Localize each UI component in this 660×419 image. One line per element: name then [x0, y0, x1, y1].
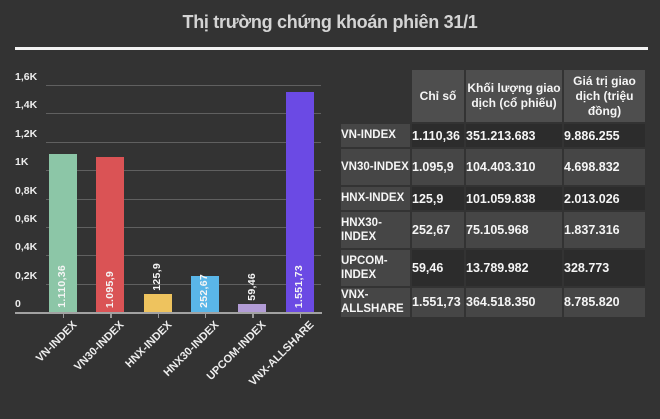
x-axis-tick — [252, 314, 254, 318]
gridline — [46, 255, 321, 257]
data-cell: 8.785.820 — [564, 288, 645, 317]
gridline — [46, 85, 321, 86]
y-axis-tick-label: 1K — [15, 156, 29, 169]
data-cell: 125,9 — [412, 187, 464, 210]
x-axis-tick — [62, 314, 65, 318]
table-row: HNX-INDEX 125,9 101.059.838 2.013.026 — [341, 187, 645, 210]
gridline — [46, 170, 321, 172]
data-cell: 1.837.316 — [564, 212, 645, 248]
data-cell: 2.013.026 — [564, 187, 645, 210]
column-header: Giá trị giao dịch (triệu đồng) — [564, 70, 645, 122]
x-axis-category-label: HNX30-INDEX — [161, 319, 222, 379]
bar-VNX-ALLSHARE — [285, 91, 314, 312]
data-cell: 9.886.255 — [564, 124, 645, 147]
bar-VN-INDEX — [48, 154, 77, 312]
row-label: VNX-ALLSHARE — [341, 288, 410, 317]
data-cell: 104.403.310 — [466, 149, 562, 185]
y-axis-tick-label: 0,8K — [15, 184, 38, 197]
data-cell: 252,67 — [412, 212, 464, 248]
gridline — [46, 226, 321, 228]
data-cell: 364.518.350 — [466, 288, 562, 317]
y-axis-tick-label: 1,4K — [15, 99, 38, 112]
table-body: VN-INDEX 1.110,36 351.213.683 9.886.255 VN30… — [341, 124, 645, 317]
bar-value-label: 1.110,36 — [56, 265, 69, 308]
y-axis-tick-label: 0,2K — [15, 269, 38, 282]
table-row: UPCOM-INDEX 59,46 13.789.982 328.773 — [341, 250, 645, 286]
data-cell: 59,46 — [412, 250, 464, 286]
data-cell: 351.213.683 — [466, 124, 562, 147]
gridline — [46, 198, 321, 200]
x-axis-tick — [110, 314, 112, 318]
data-cell: 1.095,9 — [412, 149, 464, 185]
data-cell: 4.698.832 — [564, 149, 645, 185]
x-axis-line — [15, 312, 322, 314]
column-header: Khối lượng giao dịch (cổ phiếu) — [466, 70, 562, 122]
data-cell: 101.059.838 — [466, 187, 562, 210]
data-cell: 328.773 — [564, 250, 645, 286]
table-row: HNX30-INDEX 252,67 75.105.968 1.837.316 — [341, 212, 645, 248]
row-label: HNX-INDEX — [341, 187, 410, 210]
gridline — [46, 283, 321, 285]
bar-value-label: 252,67 — [198, 274, 211, 308]
row-label: HNX30-INDEX — [341, 212, 410, 248]
y-axis-tick-label: 0,6K — [15, 212, 38, 225]
row-label: VN30-INDEX — [341, 149, 410, 185]
title-underline — [15, 47, 648, 50]
index-table: Chỉ số Khối lượng giao dịch (cổ phiếu) Giá… — [339, 68, 647, 319]
bar-value-label: 125,9 — [151, 263, 163, 292]
data-cell: 1.110,36 — [412, 124, 464, 147]
table-header: Chỉ số Khối lượng giao dịch (cổ phiếu) Giá… — [341, 70, 645, 122]
x-axis-category-label: UPCOM-INDEX — [204, 319, 269, 383]
bar-UPCOM-INDEX — [238, 303, 267, 312]
bar-HNX30-INDEX — [190, 276, 219, 312]
y-axis-tick-label: 0,4K — [15, 241, 38, 254]
table-header-row: Chỉ số Khối lượng giao dịch (cổ phiếu) Giá… — [341, 70, 645, 122]
gridline — [46, 141, 321, 143]
bar-HNX-INDEX — [143, 294, 172, 312]
bar-value-label: 1.095,9 — [103, 270, 116, 308]
y-axis-tick-label: 0 — [15, 298, 21, 310]
x-axis-tick — [157, 314, 159, 318]
table-row: VN30-INDEX 1.095,9 104.403.310 4.698.832 — [341, 149, 645, 185]
x-axis-category-label: VN-INDEX — [33, 319, 80, 365]
x-axis-category-label: VN30-INDEX — [72, 319, 127, 374]
row-label: UPCOM-INDEX — [341, 250, 410, 286]
page-title: Thị trường chứng khoán phiên 31/1 — [182, 12, 478, 32]
table-row: VNX-ALLSHARE 1.551,73 364.518.350 8.785.820 — [341, 288, 645, 317]
table-corner-cell — [341, 70, 410, 122]
y-axis-tick-label: 1,6K — [15, 71, 38, 83]
table-row: VN-INDEX 1.110,36 351.213.683 9.886.255 — [341, 124, 645, 147]
data-cell: 13.789.982 — [466, 250, 562, 286]
x-axis-tick — [204, 314, 207, 318]
x-axis-tick — [299, 314, 302, 318]
column-header: Chỉ số — [412, 70, 464, 122]
bar-VN30-INDEX — [96, 156, 125, 312]
data-cell: 75.105.968 — [466, 212, 562, 248]
y-axis-tick-label: 1,2K — [15, 127, 38, 140]
x-axis-category-label: VNX-ALLSHARE — [246, 319, 317, 389]
data-cell: 1.551,73 — [412, 288, 464, 317]
bar-value-label: 1.551,73 — [293, 264, 306, 308]
row-label: VN-INDEX — [341, 124, 410, 147]
x-axis-category-label: HNX-INDEX — [122, 319, 174, 371]
bar-value-label: 59,46 — [245, 272, 258, 301]
gridline — [46, 113, 321, 115]
